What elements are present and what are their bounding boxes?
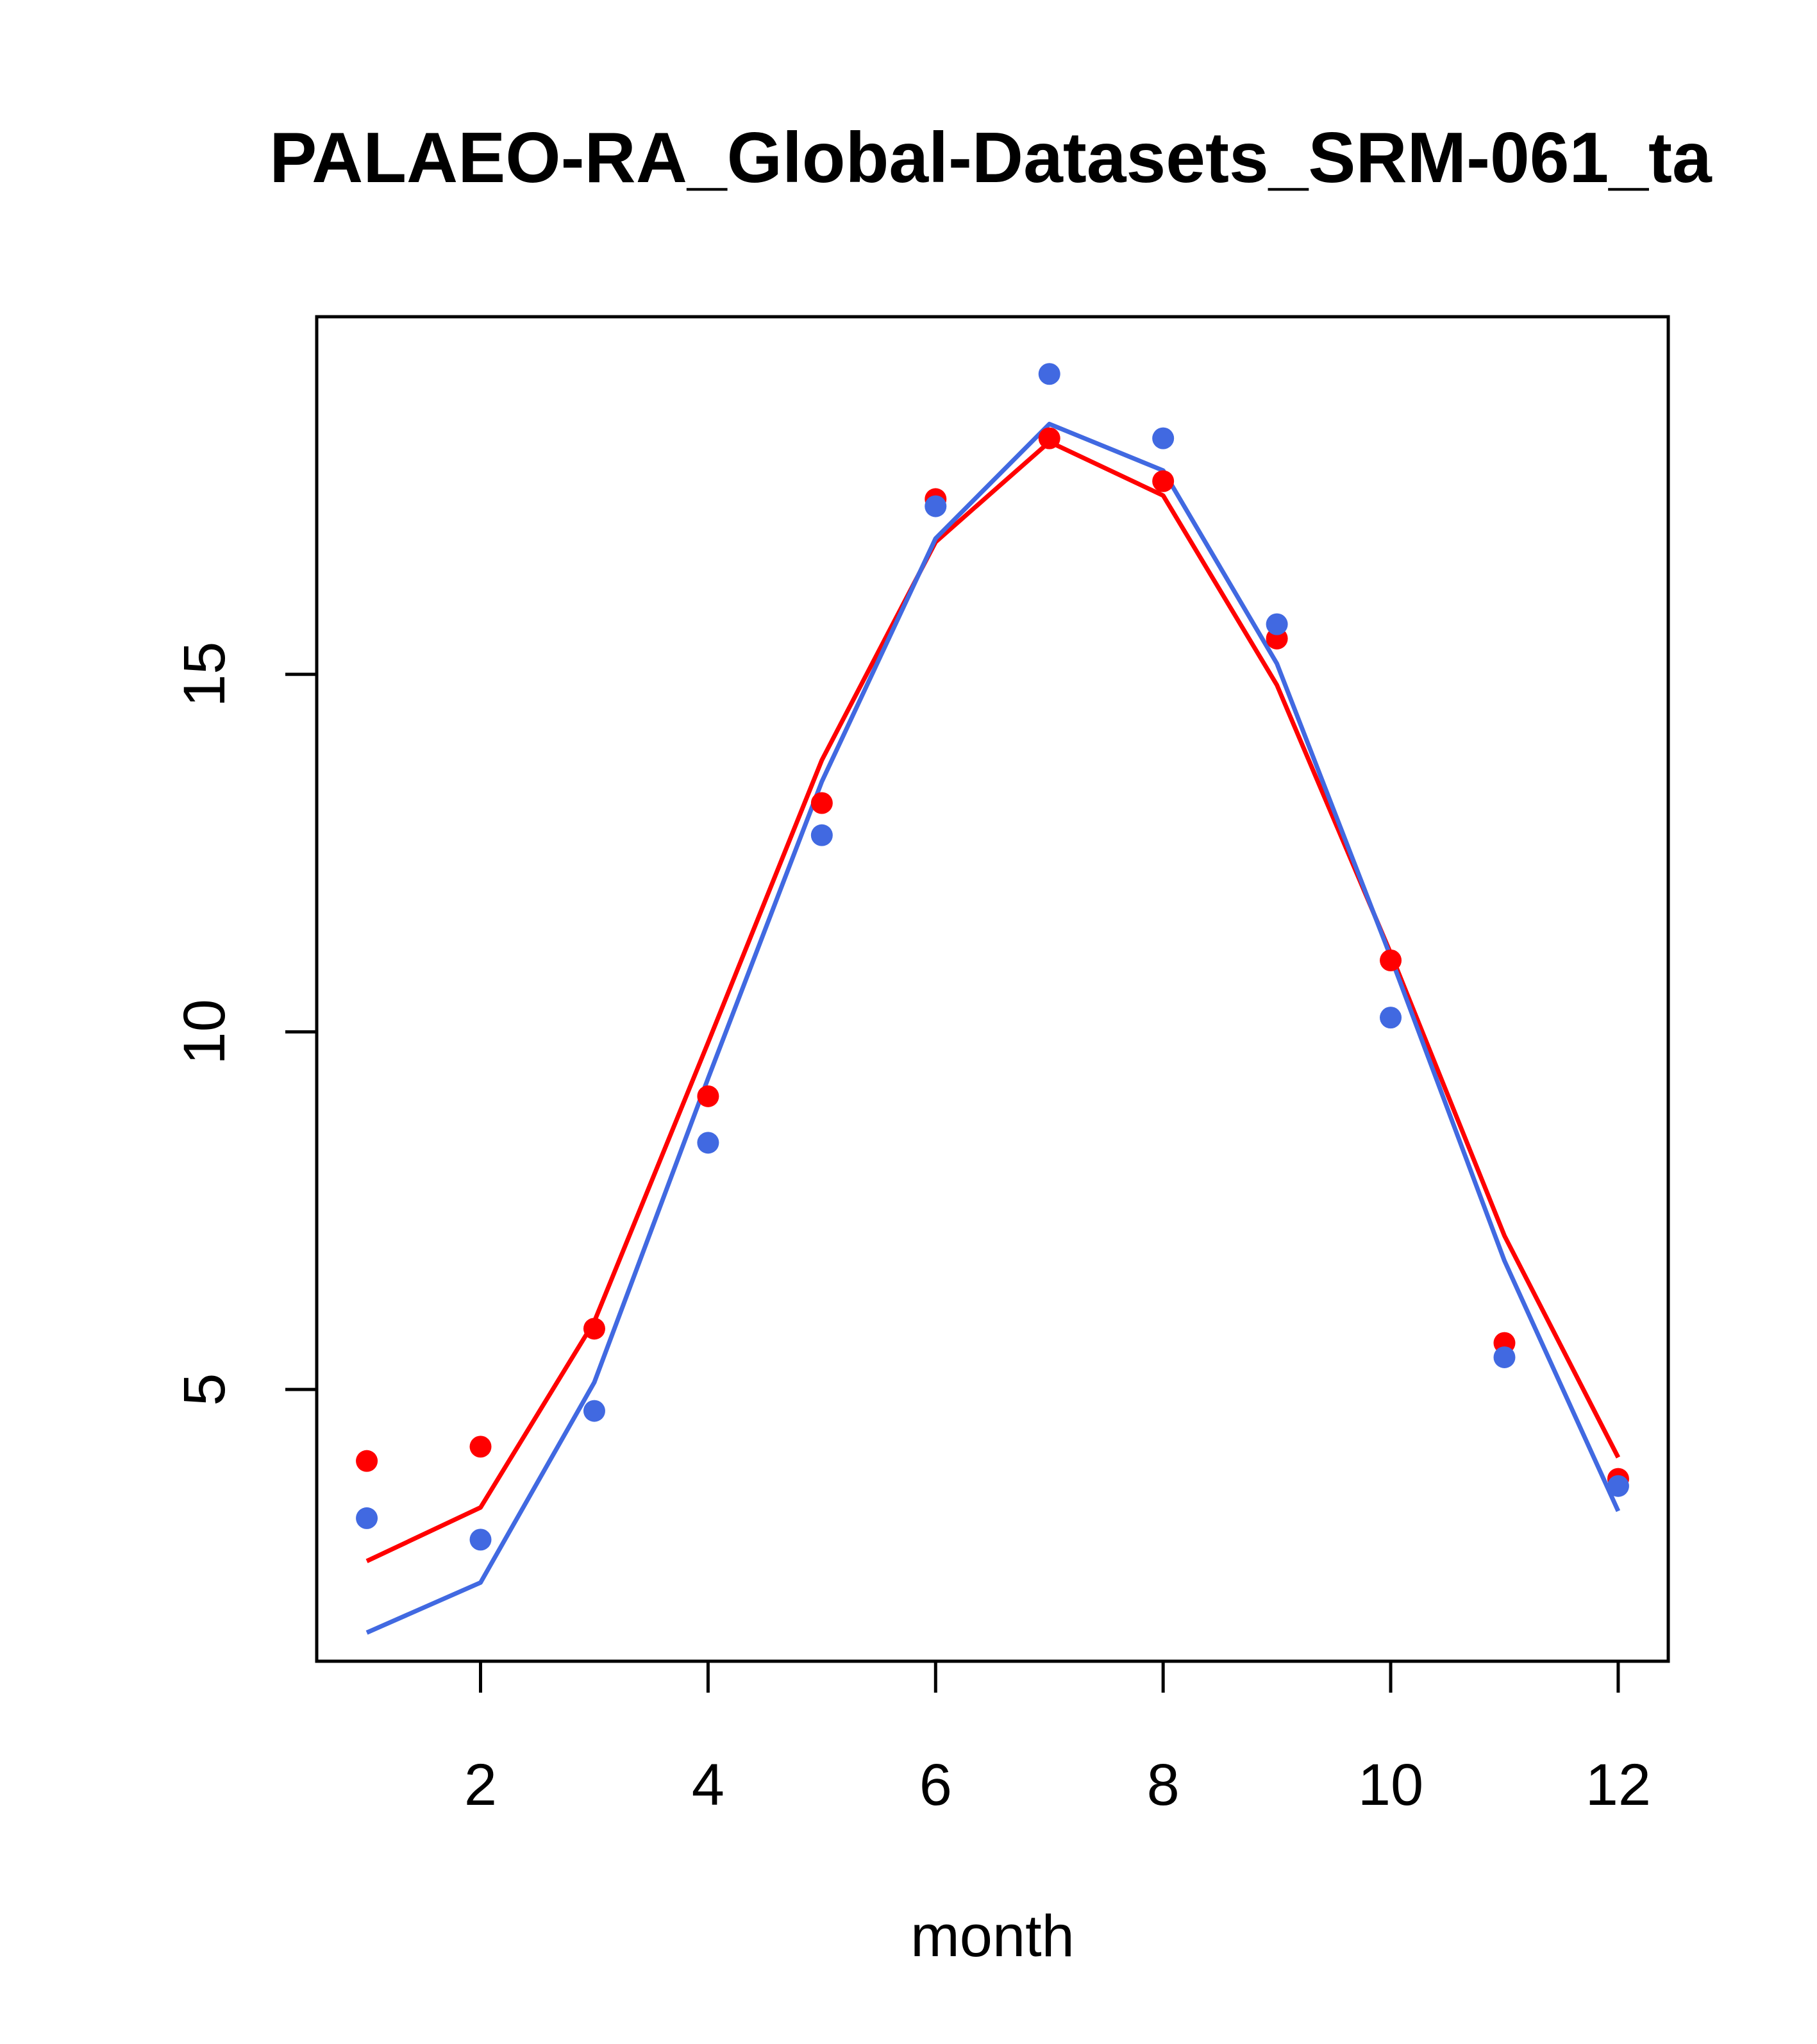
y-tick-label: 10	[172, 999, 237, 1064]
y-axis: 5 10 15	[172, 642, 319, 1406]
x-tick-label: 12	[1586, 1752, 1651, 1818]
y-tick-label: 15	[172, 642, 237, 707]
data-point-red-points-5	[810, 792, 833, 814]
chart-title: PALAEO-RA_Global-Datasets_SRM-061_ta	[269, 118, 1712, 197]
x-tick-label: 6	[919, 1752, 952, 1818]
y-tick-label: 5	[172, 1373, 237, 1406]
data-point-blue-points-3	[583, 1400, 605, 1422]
data-point-red-points-3	[583, 1318, 605, 1340]
x-tick-label: 8	[1147, 1752, 1180, 1818]
x-axis: 2 4 6 8 10 12	[464, 1659, 1651, 1818]
data-point-blue-points-9	[1266, 613, 1288, 635]
data-point-blue-points-8	[1152, 427, 1175, 449]
data-point-red-points-1	[356, 1450, 378, 1472]
data-point-red-points-2	[469, 1436, 492, 1458]
data-point-red-points-4	[697, 1085, 719, 1107]
series-red-line	[365, 439, 1621, 1564]
data-point-blue-points-10	[1380, 1007, 1402, 1029]
data-point-blue-points-12	[1607, 1475, 1629, 1497]
data-point-blue-points-4	[697, 1132, 719, 1154]
x-tick-label: 10	[1358, 1752, 1423, 1818]
data-point-red-points-10	[1380, 949, 1402, 971]
data-point-blue-points-1	[356, 1507, 378, 1529]
x-tick-label: 2	[464, 1752, 497, 1818]
x-tick-label: 4	[692, 1752, 724, 1818]
x-axis-label: month	[910, 1904, 1075, 1969]
data-point-blue-points-6	[925, 495, 947, 517]
data-point-blue-points-5	[810, 824, 833, 846]
series-layer	[356, 363, 1629, 1635]
data-point-red-points-8	[1152, 470, 1175, 492]
data-point-blue-points-2	[469, 1529, 492, 1551]
series-blue-line	[365, 421, 1621, 1635]
data-point-blue-points-7	[1038, 363, 1060, 385]
data-point-red-points-7	[1038, 427, 1060, 449]
data-point-blue-points-11	[1493, 1346, 1516, 1368]
